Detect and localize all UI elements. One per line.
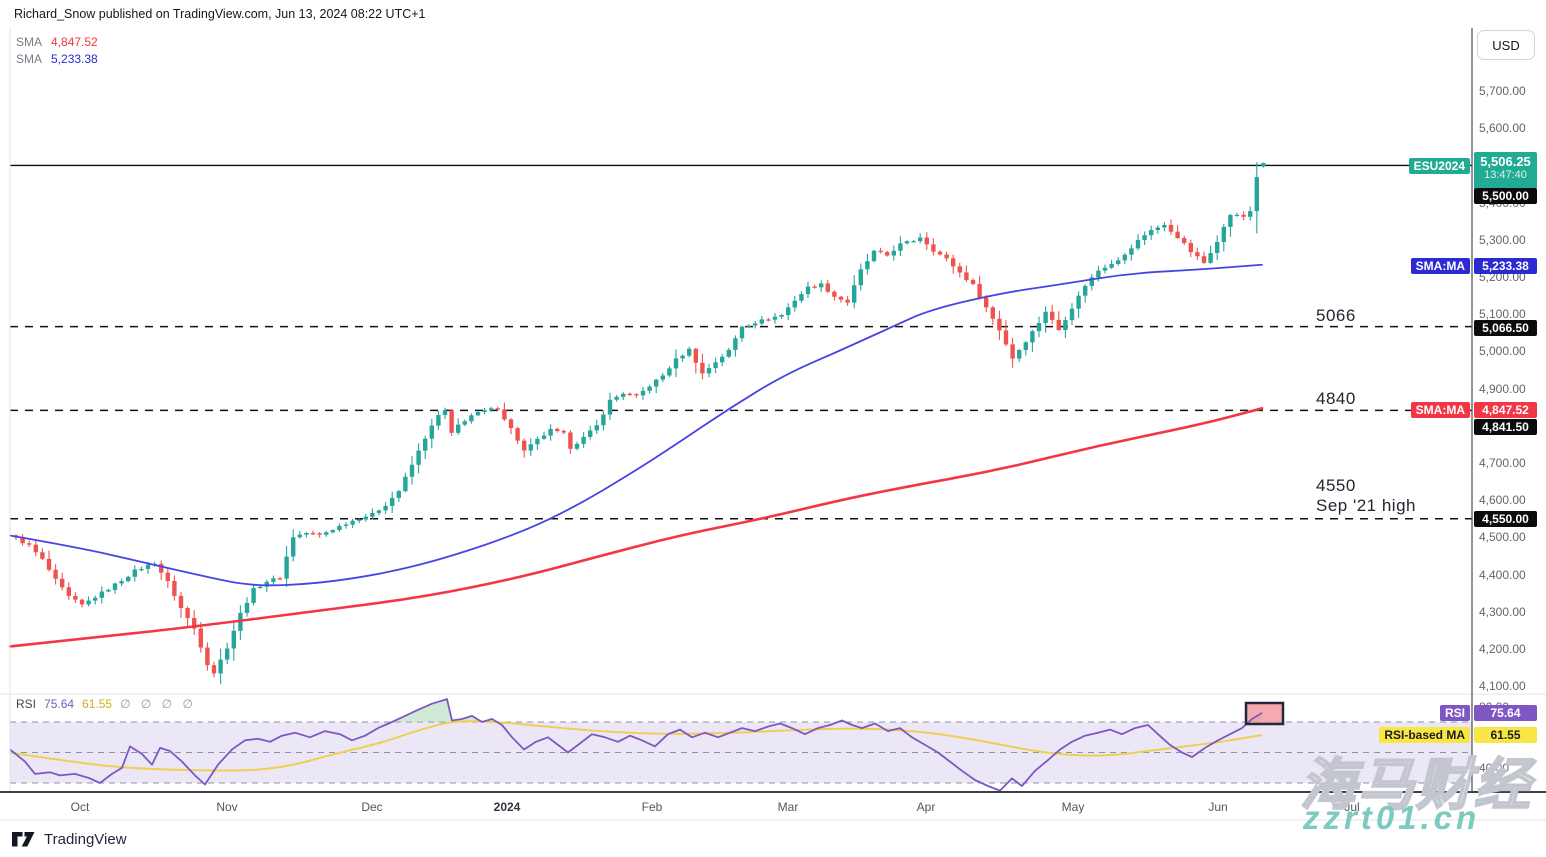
price-tick-label: 4,600.00 bbox=[1479, 493, 1526, 508]
time-tick-label: Jul bbox=[1344, 800, 1360, 814]
last-price-value: 5,506.25 bbox=[1480, 154, 1531, 169]
rsi-tick-label: 40.00 bbox=[1479, 760, 1510, 775]
rsi-badge-value[interactable]: 75.64 bbox=[1474, 705, 1537, 721]
sma-red-badge-value[interactable]: 4,847.52 bbox=[1474, 402, 1537, 418]
time-tick-label: Oct bbox=[70, 800, 90, 814]
price-tick-label: 4,400.00 bbox=[1479, 567, 1526, 582]
sma-blue-legend-label: SMA bbox=[16, 51, 43, 66]
rsi-badge-label[interactable]: RSI bbox=[1439, 705, 1470, 721]
sma-red-legend-value: 4,847.52 bbox=[51, 34, 98, 49]
price-tick-label: 5,100.00 bbox=[1479, 307, 1526, 322]
time-tick-label: Dec bbox=[361, 800, 383, 814]
hline-5500-badge[interactable]: 5,500.00 bbox=[1474, 188, 1537, 204]
time-tick-label: Mar bbox=[777, 800, 799, 814]
sma-blue-legend-row[interactable]: SMA 5,233.38 bbox=[16, 50, 98, 67]
time-tick-label: Apr bbox=[916, 800, 936, 814]
watermark-cn: 海马财经 bbox=[1299, 752, 1532, 817]
price-tick-label: 4,100.00 bbox=[1479, 679, 1526, 694]
publish-attribution: Richard_Snow published on TradingView.co… bbox=[14, 7, 426, 21]
annotation-text: 4550 bbox=[1316, 476, 1356, 495]
annotation-5066[interactable]: 5066 bbox=[1316, 306, 1356, 326]
annotation-text: 5066 bbox=[1316, 306, 1356, 325]
sma-blue-badge-label[interactable]: SMA:MA bbox=[1410, 258, 1470, 274]
time-tick-label: May bbox=[1061, 800, 1085, 814]
tradingview-logo-text: TradingView bbox=[44, 831, 127, 848]
price-tick-label: 5,600.00 bbox=[1479, 121, 1526, 136]
currency-button[interactable]: USD bbox=[1477, 30, 1535, 60]
hline-4550-badge[interactable]: 4,550.00 bbox=[1474, 511, 1537, 527]
price-tick-label: 4,900.00 bbox=[1479, 381, 1526, 396]
rsi-ma-badge-value[interactable]: 61.55 bbox=[1474, 727, 1537, 743]
last-price-badge[interactable]: 5,506.25 13:47:40 bbox=[1474, 152, 1537, 189]
price-tick-label: 4,300.00 bbox=[1479, 604, 1526, 619]
rsi-ma-badge-label[interactable]: RSI-based MA bbox=[1379, 727, 1470, 743]
annotation-4840[interactable]: 4840 bbox=[1316, 389, 1356, 409]
time-tick-label: 2024 bbox=[493, 800, 521, 814]
time-tick-label: Jun bbox=[1208, 800, 1228, 814]
price-tick-label: 5,000.00 bbox=[1479, 344, 1526, 359]
price-tick-label: 4,200.00 bbox=[1479, 642, 1526, 656]
sma-blue-badge-value[interactable]: 5,233.38 bbox=[1474, 258, 1537, 274]
bar-countdown: 13:47:40 bbox=[1484, 169, 1527, 181]
sma-red-legend-label: SMA bbox=[16, 34, 43, 49]
price-tick-label: 4,500.00 bbox=[1479, 530, 1526, 545]
time-tick-label: Nov bbox=[216, 800, 238, 814]
rsi-empty-slot-icons: ∅ ∅ ∅ ∅ bbox=[120, 697, 193, 711]
hline-5066-badge[interactable]: 5,066.50 bbox=[1474, 320, 1537, 336]
symbol-badge[interactable]: ESU2024 bbox=[1408, 158, 1470, 174]
rsi-ma-legend-value: 61.55 bbox=[82, 697, 113, 711]
annotation-text: Sep '21 high bbox=[1316, 496, 1416, 515]
rsi-legend-value: 75.64 bbox=[44, 697, 75, 711]
rsi-legend-row[interactable]: RSI 75.64 61.55 ∅ ∅ ∅ ∅ bbox=[16, 697, 193, 711]
sma-red-badge-label[interactable]: SMA:MA bbox=[1410, 402, 1470, 418]
price-tick-label: 4,700.00 bbox=[1479, 456, 1526, 470]
tradingview-logo[interactable]: TradingView bbox=[12, 831, 127, 848]
price-tick-label: 5,700.00 bbox=[1479, 84, 1526, 98]
sma-blue-legend-value: 5,233.38 bbox=[51, 51, 98, 66]
indicator-legend: SMA 4,847.52 SMA 5,233.38 bbox=[16, 33, 98, 67]
tradingview-logo-icon bbox=[12, 832, 35, 847]
price-tick-label: 5,300.00 bbox=[1479, 232, 1526, 247]
watermark-url: zzrt01.cn bbox=[1303, 799, 1481, 836]
annotation-4550-sep21-high[interactable]: 4550 Sep '21 high bbox=[1316, 476, 1416, 516]
annotation-text: 4840 bbox=[1316, 389, 1356, 408]
rsi-legend-title: RSI bbox=[16, 697, 37, 711]
sma-red-legend-row[interactable]: SMA 4,847.52 bbox=[16, 33, 98, 50]
time-tick-label: Feb bbox=[641, 800, 663, 814]
hline-4841-badge[interactable]: 4,841.50 bbox=[1474, 419, 1537, 435]
